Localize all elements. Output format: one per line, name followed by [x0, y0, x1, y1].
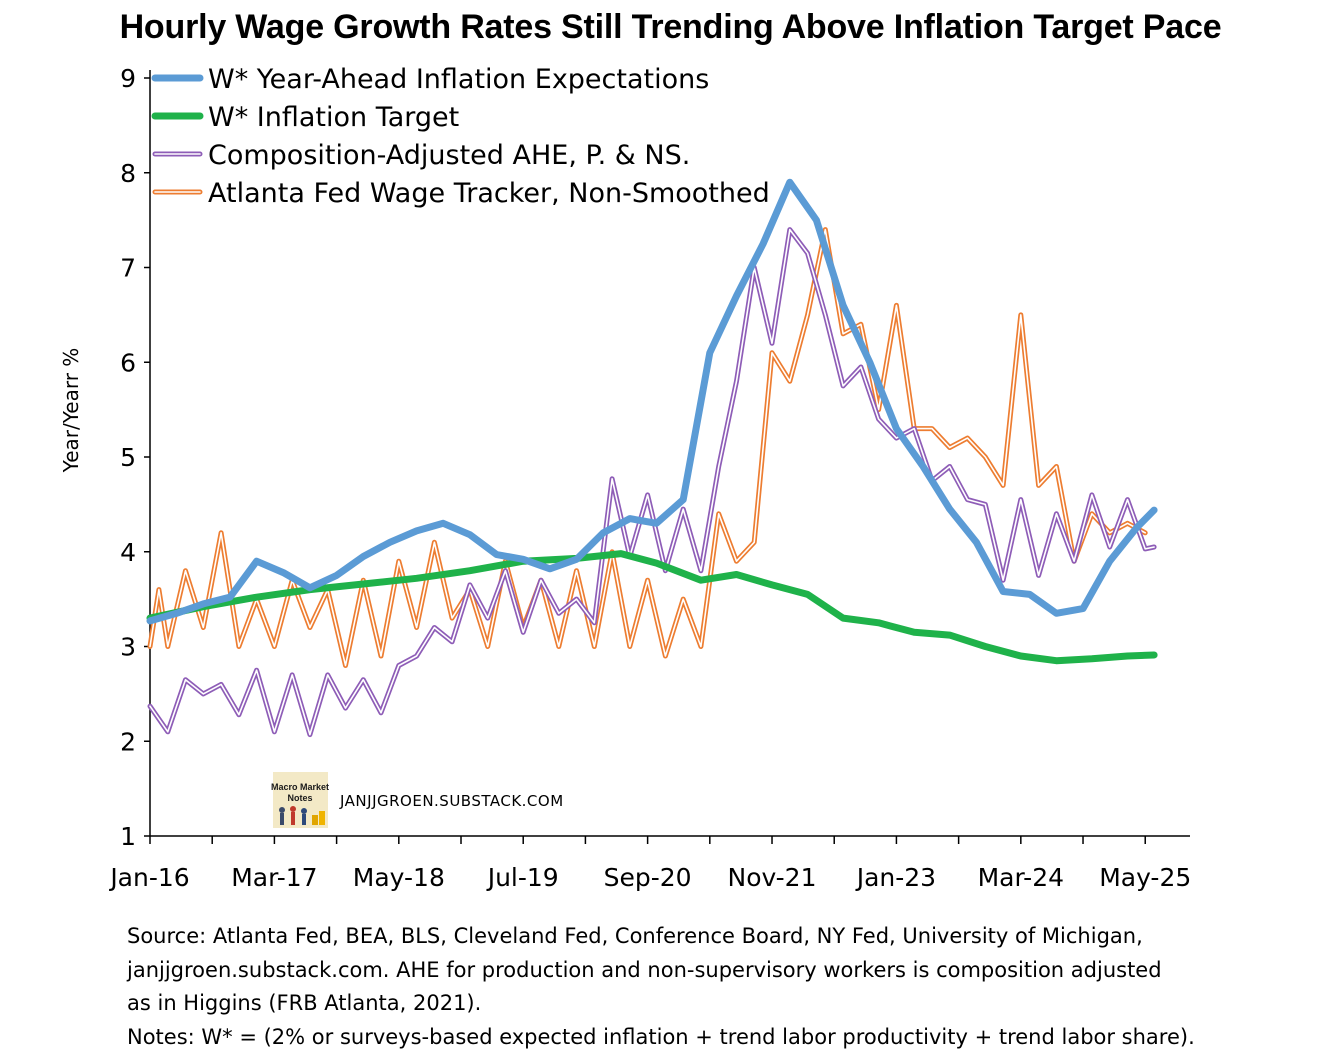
- series-2: [146, 550, 1158, 665]
- series-3: [147, 227, 1157, 738]
- legend-label: Composition-Adjusted AHE, P. & NS.: [208, 140, 690, 171]
- y-tick-label: 4: [120, 538, 136, 567]
- x-tick-label: Jul-19: [486, 863, 559, 892]
- y-tick-label: 1: [120, 822, 136, 851]
- logo-text-line-1: Macro Market: [271, 782, 329, 792]
- chart-axes: 1 2 3 4 5 6 7 8 9 Jan-16 Mar-17 May-18 Jul-19 Sep-20 N…: [59, 64, 1191, 892]
- series-line-1: [146, 178, 1158, 625]
- legend-label: Atlanta Fed Wage Tracker, Non-Smoothed: [208, 178, 770, 209]
- series-layer: [146, 178, 1158, 738]
- source-line-2: janjjgroen.substack.com. AHE for product…: [127, 957, 1162, 982]
- source-line-3: as in Higgins (FRB Atlanta, 2021).: [127, 991, 482, 1015]
- legend-item-2: W* Inflation Target: [151, 102, 459, 133]
- legend-item-4: Atlanta Fed Wage Tracker, Non-Smoothed: [152, 178, 770, 209]
- series-line-inner-3: [149, 228, 1155, 736]
- chart-title: Hourly Wage Growth Rates Still Trending …: [119, 8, 1222, 46]
- legend-label: W* Inflation Target: [208, 102, 459, 133]
- y-tick-label: 9: [120, 64, 136, 93]
- y-tick-label: 6: [120, 348, 136, 377]
- x-tick-label: Jan-16: [108, 863, 189, 892]
- watermark: Macro Market Notes JANJJGROEN.SUBSTACK.C…: [271, 772, 564, 828]
- logo-figures-icon: [279, 806, 325, 825]
- y-tick-label: 3: [120, 633, 136, 662]
- source-note: Source: Atlanta Fed, BEA, BLS, Cleveland…: [127, 920, 1327, 1054]
- legend-label: W* Year-Ahead Inflation Expectations: [208, 64, 709, 95]
- y-axis-label: Year/Yearr %: [59, 348, 83, 474]
- source-line-4: Notes: W* = (2% or surveys-based expecte…: [127, 1024, 1195, 1049]
- source-line-1: Source: Atlanta Fed, BEA, BLS, Cleveland…: [127, 924, 1143, 948]
- series-line-2: [146, 550, 1158, 665]
- legend-item-1: W* Year-Ahead Inflation Expectations: [151, 64, 709, 95]
- series-1: [146, 178, 1158, 625]
- legend-item-3: Composition-Adjusted AHE, P. & NS.: [152, 140, 690, 171]
- chart-legend: W* Year-Ahead Inflation Expectations W* I…: [151, 64, 770, 209]
- x-tick-label: May-25: [1099, 863, 1191, 892]
- logo-text-line-2: Notes: [287, 793, 312, 803]
- series-4: [147, 227, 1148, 668]
- y-tick-label: 2: [120, 727, 136, 756]
- x-tick-label: Mar-17: [231, 863, 317, 892]
- y-tick-label: 5: [120, 443, 136, 472]
- y-tick-label: 7: [120, 254, 136, 283]
- x-tick-label: May-18: [353, 863, 445, 892]
- x-tick-label: Nov-21: [728, 863, 817, 892]
- series-line-inner-4: [149, 228, 1146, 667]
- watermark-url: JANJJGROEN.SUBSTACK.COM: [339, 792, 564, 810]
- x-tick-label: Mar-24: [978, 863, 1064, 892]
- y-tick-label: 8: [120, 159, 136, 188]
- x-tick-label: Jan-23: [855, 863, 936, 892]
- x-tick-label: Sep-20: [604, 863, 692, 892]
